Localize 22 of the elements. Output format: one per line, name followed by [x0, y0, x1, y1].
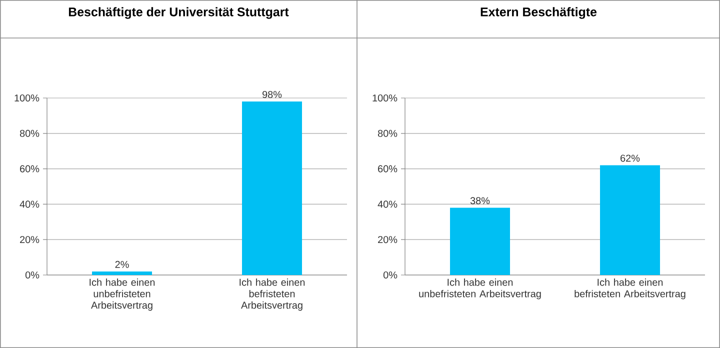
- x-tick-label: Ich habe einen unbefristeten Arbeitsvertrag: [419, 278, 541, 300]
- data-label: 38%: [470, 197, 490, 204]
- y-tick-label: 80%: [20, 130, 40, 137]
- y-tick-label: 20%: [20, 236, 40, 244]
- x-tick-label: Ich habe einen befristeten Arbeitsvertrag: [240, 278, 305, 311]
- y-tick-label: 60%: [378, 165, 398, 172]
- x-tick-label: Ich habe einen befristeten Arbeitsvertrag: [574, 278, 686, 300]
- chart-title: Beschäftigte der Universität Stuttgart: [68, 7, 289, 19]
- y-tick-label: 40%: [378, 200, 398, 208]
- data-label: 2%: [115, 260, 129, 268]
- x-tick-label: Ich habe einen unbefristeten Arbeitsvertrag: [90, 278, 155, 311]
- y-tick-label: 100%: [372, 94, 398, 102]
- chart-title: Extern Beschäftigte: [480, 7, 597, 19]
- y-tick-label: 100%: [14, 94, 40, 102]
- data-label: 98%: [262, 90, 282, 98]
- y-tick-label: 0%: [383, 271, 398, 279]
- y-tick-label: 0%: [25, 271, 40, 279]
- y-tick-label: 60%: [20, 165, 40, 172]
- y-tick-label: 40%: [20, 200, 40, 208]
- y-tick-label: 20%: [378, 236, 398, 244]
- data-label: 62%: [620, 154, 640, 162]
- y-tick-label: 80%: [378, 130, 398, 137]
